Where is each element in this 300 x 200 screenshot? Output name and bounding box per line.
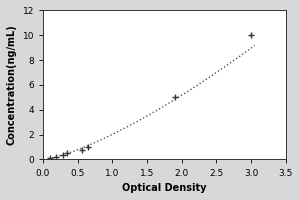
Y-axis label: Concentration(ng/mL): Concentration(ng/mL)	[7, 25, 17, 145]
X-axis label: Optical Density: Optical Density	[122, 183, 207, 193]
